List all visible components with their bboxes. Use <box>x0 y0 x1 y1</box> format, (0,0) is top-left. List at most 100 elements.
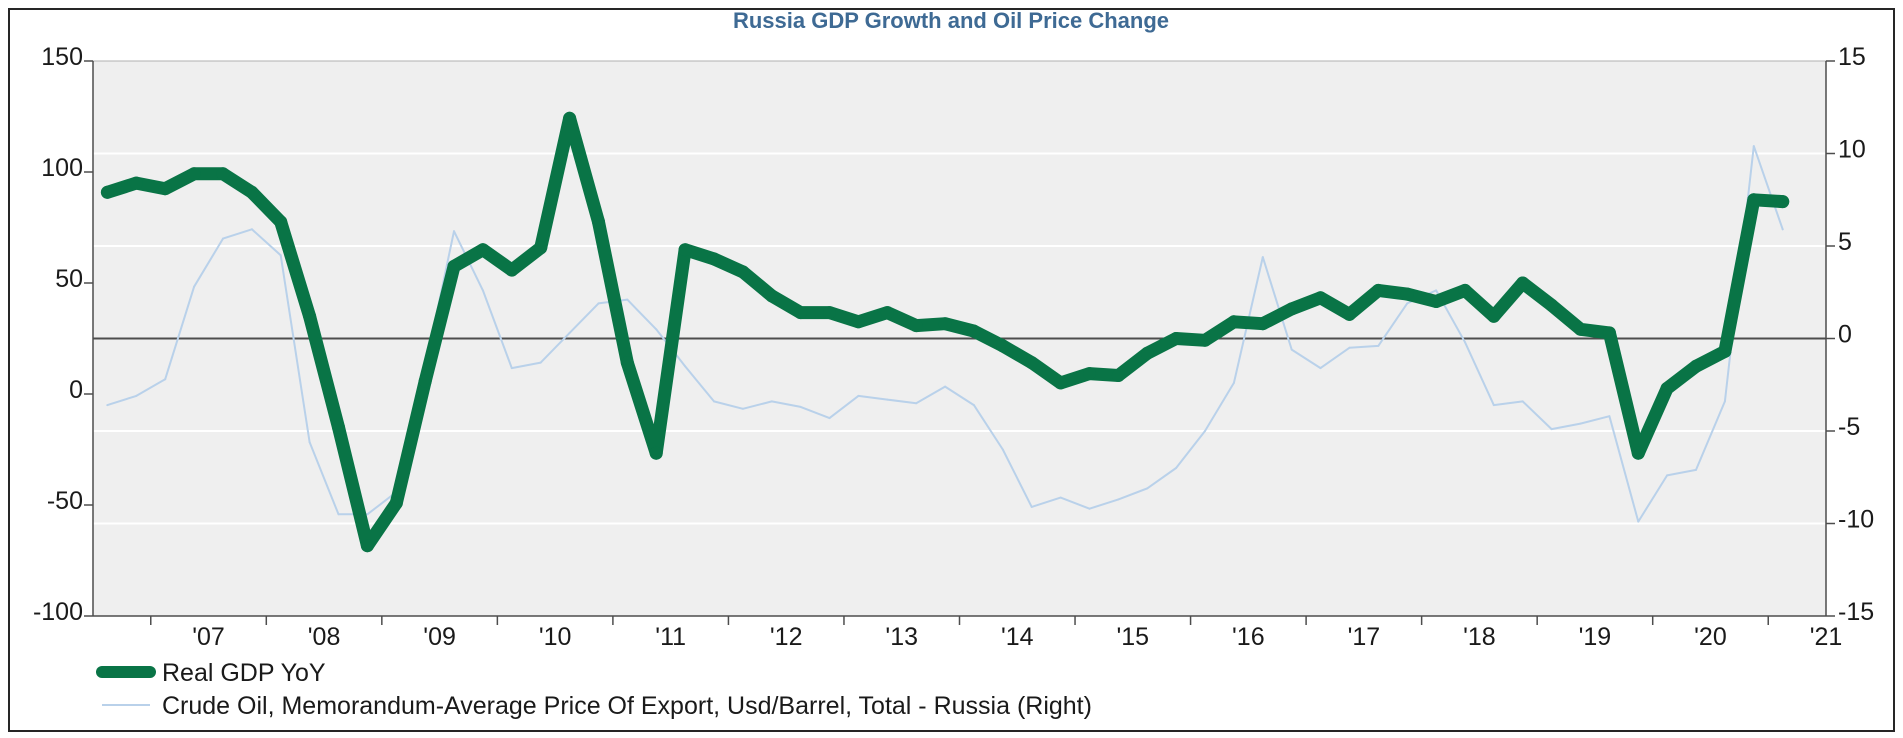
x-tick-label: '09 <box>423 623 456 651</box>
series-crude-oil-point <box>568 331 571 334</box>
series-crude-oil-point <box>1319 367 1322 370</box>
series-crude-oil-point <box>1117 498 1120 501</box>
series-real-gdp-point <box>1602 326 1616 340</box>
series-real-gdp-point <box>1429 295 1443 308</box>
series-real-gdp-point <box>187 167 201 181</box>
series-crude-oil-point <box>1088 507 1091 510</box>
series-crude-oil-point <box>857 394 860 397</box>
legend-label-crude-oil: Crude Oil, Memorandum-Average Price Of E… <box>162 692 1092 720</box>
series-crude-oil-point <box>1550 428 1553 431</box>
series-real-gdp-point <box>1458 283 1472 297</box>
series-real-gdp-point <box>1660 381 1674 395</box>
x-tick-label: '19 <box>1579 623 1612 651</box>
series-crude-oil-point <box>915 402 918 405</box>
series-real-gdp-point <box>1025 356 1039 370</box>
series-crude-oil-point <box>1579 422 1582 425</box>
y-left-tick-label: -50 <box>47 487 83 515</box>
series-crude-oil-point <box>193 285 196 288</box>
x-tick-label: '17 <box>1348 623 1381 651</box>
series-crude-oil-point <box>1723 400 1726 403</box>
series-real-gdp-point <box>1111 369 1125 382</box>
x-tick-label: '14 <box>1001 623 1034 651</box>
x-tick-label: '13 <box>885 623 918 651</box>
series-real-gdp-point <box>1487 309 1501 323</box>
series-real-gdp-point <box>1054 376 1068 390</box>
series <box>100 111 1790 553</box>
series-real-gdp-point <box>1689 359 1703 373</box>
y-right-tick-label: -5 <box>1838 413 1860 441</box>
series-crude-oil-point <box>366 513 369 516</box>
series-real-gdp-point <box>1140 346 1154 360</box>
series-real-gdp-point <box>1285 302 1299 316</box>
y-right-tick-label: 15 <box>1838 43 1866 71</box>
series-crude-oil-point <box>1261 256 1264 259</box>
series-crude-oil-point <box>597 302 600 305</box>
series-crude-oil-point <box>1290 348 1293 351</box>
series-real-gdp-point <box>1776 195 1790 209</box>
series-real-gdp-point <box>418 374 432 388</box>
series-crude-oil-point <box>770 400 773 403</box>
series-real-gdp-point <box>158 182 172 196</box>
series-crude-oil-point <box>222 237 224 240</box>
series-crude-oil-point <box>713 400 715 403</box>
series-crude-oil-point <box>1146 487 1149 490</box>
series-real-gdp-point <box>1718 344 1732 358</box>
x-tick-label: '21 <box>1810 623 1843 651</box>
series-crude-oil-point <box>655 328 658 331</box>
series-real-gdp-point <box>851 315 865 329</box>
series-real-gdp-point <box>563 111 577 125</box>
series-crude-oil-point <box>1435 289 1438 292</box>
x-tick-label: '20 <box>1694 623 1727 651</box>
x-tick-label: '16 <box>1232 623 1265 651</box>
x-tick-label: '11 <box>655 623 686 651</box>
series-real-gdp-point <box>1198 333 1212 347</box>
series-real-gdp-point <box>765 289 779 303</box>
series-real-gdp-point <box>996 339 1010 353</box>
series-real-gdp-point <box>360 539 374 553</box>
series-crude-oil-point <box>1232 381 1235 384</box>
series-real-gdp-point <box>1545 298 1559 312</box>
series-crude-oil-point <box>626 298 629 301</box>
series-crude-oil-point <box>1464 341 1466 344</box>
series-real-gdp-point <box>1314 291 1327 305</box>
series-real-gdp-point <box>823 306 836 320</box>
y-left-tick-label: 150 <box>41 43 83 71</box>
series-crude-oil-point <box>944 385 947 388</box>
series-crude-oil-point <box>1781 228 1784 231</box>
series-crude-oil-point <box>1637 520 1640 523</box>
series-real-gdp-point <box>505 263 519 277</box>
series-crude-oil-point <box>1608 415 1611 418</box>
series-crude-oil-point <box>741 407 744 410</box>
x-tick-label: '12 <box>770 623 803 651</box>
series-real-gdp-point <box>794 306 808 320</box>
y-right-tick-label: 5 <box>1838 228 1852 256</box>
series-crude-oil-point <box>453 230 455 233</box>
series-real-gdp-point <box>332 420 345 434</box>
series-real-gdp-point <box>909 319 923 333</box>
y-left-tick-label: 0 <box>69 376 83 404</box>
legend-label-real-gdp: Real GDP YoY <box>162 659 326 687</box>
series-real-gdp-point <box>1169 332 1183 345</box>
series-crude-oil-point <box>684 365 687 368</box>
series-real-gdp-point <box>707 252 721 266</box>
y-right-tick-label: -10 <box>1838 506 1874 534</box>
series-crude-oil-point <box>481 289 484 292</box>
x-tick-label: '10 <box>539 623 572 651</box>
series-real-gdp-point <box>447 259 461 273</box>
series-real-gdp-point <box>620 356 634 370</box>
x-tick-label: '07 <box>192 623 225 651</box>
series-real-gdp-point <box>1083 367 1096 381</box>
y-right-tick-label: 10 <box>1838 136 1866 164</box>
y-left-tick-label: 100 <box>41 154 83 182</box>
series-real-gdp-point <box>1574 322 1587 336</box>
series-crude-oil-point <box>106 404 109 407</box>
series-crude-oil-point <box>1695 468 1697 471</box>
series-real-gdp-point <box>649 446 663 460</box>
series-crude-oil-point <box>1752 145 1755 148</box>
series-real-gdp-point <box>1747 193 1761 207</box>
series-crude-oil-point <box>1001 448 1004 451</box>
y-left-tick-label: -100 <box>33 598 83 626</box>
series-crude-oil-point <box>337 513 340 516</box>
